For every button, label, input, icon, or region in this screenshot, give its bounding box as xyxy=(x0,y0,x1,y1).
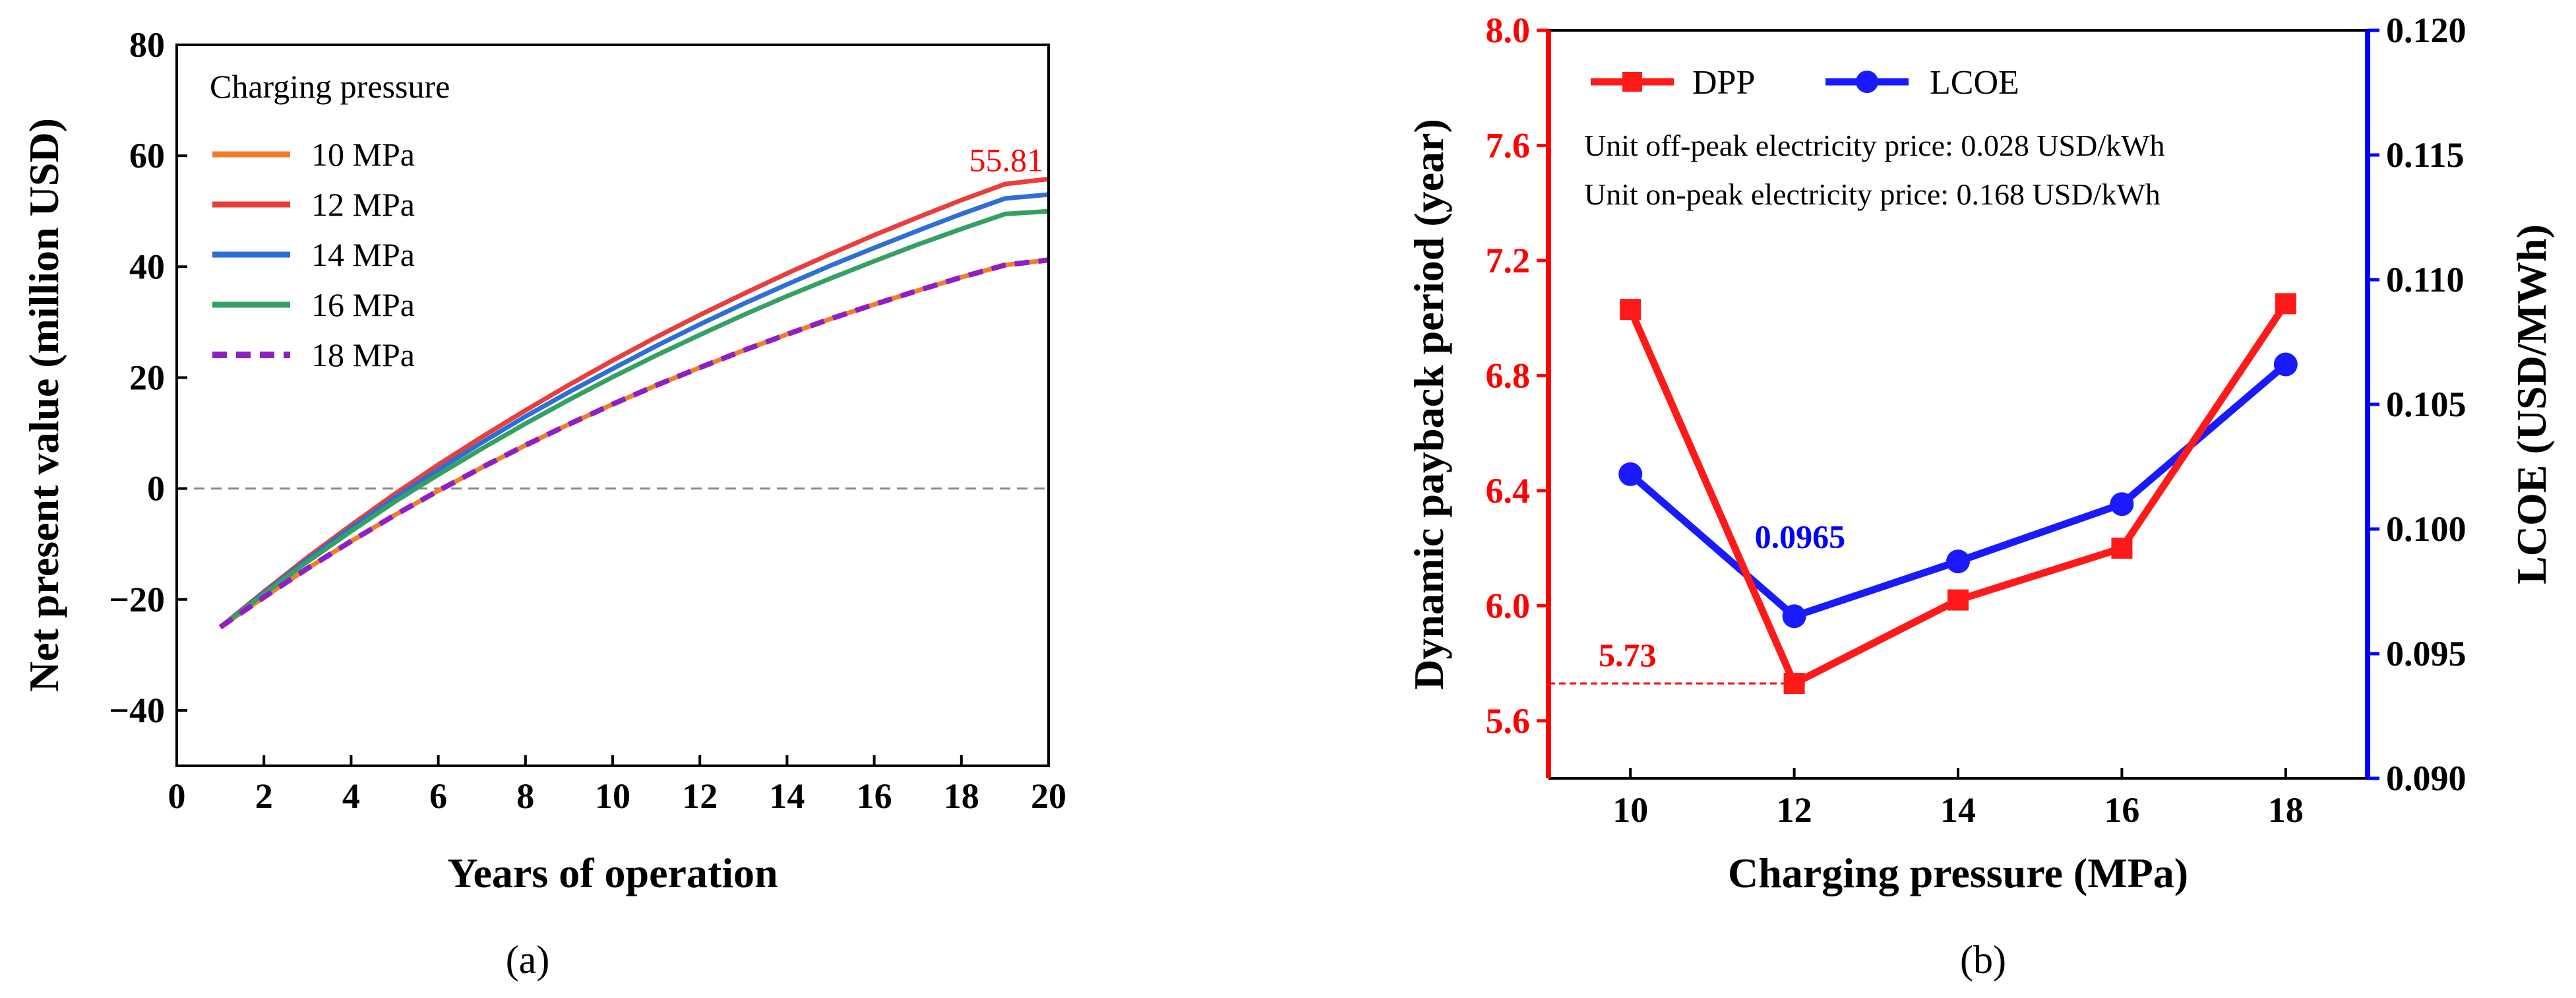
panel-a-caption: (a) xyxy=(506,938,550,982)
panel-a-series-lines xyxy=(218,176,1049,630)
left-tick-label: 6.8 xyxy=(1486,356,1531,395)
series-line-16-mpa xyxy=(218,208,1049,629)
x-tick-label: 4 xyxy=(342,776,360,816)
panel-b-right-axis-label: LCOE (USD/MWh) xyxy=(2508,224,2555,584)
left-tick-label: 7.2 xyxy=(1486,241,1531,280)
left-tick-label: 6.4 xyxy=(1486,471,1531,511)
series-line-12-mpa xyxy=(218,176,1049,629)
x-tick-label: 12 xyxy=(1777,790,1812,830)
x-tick-label: 18 xyxy=(2268,790,2304,830)
panel-a-peak-annotation: 55.81 xyxy=(969,141,1044,178)
legend-marker-circle xyxy=(1856,71,1878,93)
dpp-marker xyxy=(1620,299,1641,321)
right-tick-label: 0.120 xyxy=(2386,11,2467,50)
left-tick-label: 8.0 xyxy=(1486,11,1531,50)
left-tick-label: 5.6 xyxy=(1486,701,1531,741)
panel-b-left-axis-label: Dynamic payback period (year) xyxy=(1405,119,1452,690)
x-tick-label: 10 xyxy=(595,776,630,816)
x-tick-label: 20 xyxy=(1031,776,1066,816)
panel-a: 0 2 4 6 8 10 12 14 16 18 20 −40 −20 0 20 40 60 80 Chargin… xyxy=(20,25,1066,982)
panel-b-note-off-peak: Unit off-peak electricity price: 0.028 U… xyxy=(1584,129,2165,162)
lcoe-marker xyxy=(1782,604,1806,629)
panel-b-ticks: 10 12 14 16 18 5.6 6.0 6.4 6.8 7.2 7.6 8.0 0.090 0.09… xyxy=(1486,11,2467,830)
panel-a-legend: Charging pressure 10 MPa 12 MPa 14 MPa 16 M… xyxy=(210,68,450,373)
lcoe-marker xyxy=(1618,462,1643,486)
x-tick-label: 18 xyxy=(944,776,979,816)
right-tick-label: 0.100 xyxy=(2386,509,2467,549)
left-tick-label: 7.6 xyxy=(1486,125,1531,165)
panel-b-lcoe-min-annotation: 0.0965 xyxy=(1755,518,1846,555)
x-tick-label: 12 xyxy=(682,776,718,816)
panel-b-dpp-min-annotation: 5.73 xyxy=(1599,637,1657,673)
y-tick-label: −20 xyxy=(109,580,165,619)
legend-marker-square xyxy=(1622,72,1642,92)
x-tick-label: 6 xyxy=(429,776,447,816)
panel-b-caption: (b) xyxy=(1960,938,2006,982)
legend-label: 16 MPa xyxy=(311,286,415,323)
dpp-marker xyxy=(2111,538,2133,559)
panel-a-x-axis-label: Years of operation xyxy=(447,850,778,896)
legend-label: LCOE xyxy=(1930,64,2019,102)
series-line-lcoe xyxy=(1628,361,2288,620)
panel-b-series xyxy=(1549,293,2298,695)
x-tick-label: 2 xyxy=(255,776,273,816)
panel-b-legend: DPP LCOE xyxy=(1591,64,2019,102)
series-line-dpp xyxy=(1627,301,2289,687)
y-tick-label: 80 xyxy=(129,25,165,65)
x-tick-label: 0 xyxy=(168,776,186,816)
dpp-marker xyxy=(1783,673,1805,695)
panel-b-x-axis-label: Charging pressure (MPa) xyxy=(1728,850,2188,896)
panel-b-note-on-peak: Unit on-peak electricity price: 0.168 US… xyxy=(1584,177,2161,211)
x-tick-label: 16 xyxy=(2104,790,2139,830)
legend-label: 10 MPa xyxy=(311,136,415,173)
right-tick-label: 0.110 xyxy=(2386,260,2465,299)
panel-a-y-axis-label: Net present value (million USD) xyxy=(20,118,67,692)
lcoe-marker xyxy=(2110,492,2134,516)
series-line-14-mpa xyxy=(218,192,1049,629)
dpp-marker xyxy=(2275,293,2296,315)
lcoe-marker xyxy=(2273,352,2298,377)
legend-label: 18 MPa xyxy=(311,336,415,373)
right-tick-label: 0.115 xyxy=(2386,135,2465,175)
panel-b: 10 12 14 16 18 5.6 6.0 6.4 6.8 7.2 7.6 8.0 0.090 0.09… xyxy=(1405,11,2555,982)
x-tick-label: 8 xyxy=(516,776,534,816)
x-tick-label: 14 xyxy=(1940,790,1976,830)
y-tick-label: 60 xyxy=(129,136,165,175)
right-tick-label: 0.090 xyxy=(2386,759,2467,798)
panel-a-ticks: 0 2 4 6 8 10 12 14 16 18 20 −40 −20 0 20 40 60 80 xyxy=(109,25,1066,816)
legend-label: 14 MPa xyxy=(311,236,415,273)
left-tick-label: 6.0 xyxy=(1486,586,1531,625)
legend-label: 12 MPa xyxy=(311,186,415,223)
right-tick-label: 0.105 xyxy=(2386,385,2467,424)
x-tick-label: 16 xyxy=(857,776,892,816)
x-tick-label: 10 xyxy=(1612,790,1648,830)
dpp-marker xyxy=(1947,589,1969,611)
legend-label: DPP xyxy=(1692,64,1755,102)
y-tick-label: 20 xyxy=(129,358,165,397)
x-tick-label: 14 xyxy=(769,776,805,816)
y-tick-label: −40 xyxy=(109,691,165,730)
lcoe-marker xyxy=(1946,549,1970,574)
right-tick-label: 0.095 xyxy=(2386,634,2467,673)
series-line-18-mpa xyxy=(218,257,1049,630)
panel-a-legend-title: Charging pressure xyxy=(210,68,450,105)
y-tick-label: 40 xyxy=(129,247,165,286)
y-tick-label: 0 xyxy=(147,469,165,509)
